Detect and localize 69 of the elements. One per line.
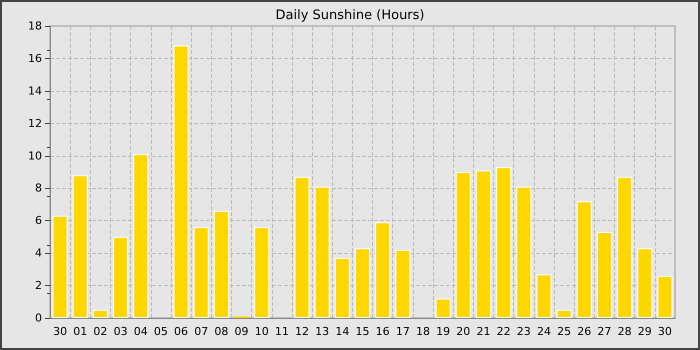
bar: [456, 172, 471, 318]
bar: [476, 170, 492, 318]
y-tick-label: 8: [35, 182, 42, 195]
y-tick-label: 12: [28, 116, 42, 130]
x-tick-label: 12: [295, 325, 310, 338]
x-tick-label: 13: [315, 325, 330, 338]
x-tick-label: 27: [597, 325, 612, 338]
bar: [354, 248, 370, 318]
x-tick-label: 05: [154, 325, 168, 338]
y-tick-label: 2: [35, 279, 42, 292]
x-tick-label: 26: [577, 325, 592, 338]
bar: [314, 186, 330, 318]
bar: [133, 154, 148, 318]
bar: [536, 274, 552, 318]
bar: [375, 222, 390, 318]
bar: [214, 210, 229, 318]
x-tick-label: 21: [476, 325, 490, 338]
bar: [294, 176, 310, 318]
y-tick-label: 18: [28, 20, 42, 32]
bar: [516, 186, 532, 318]
x-tick-label: 18: [416, 325, 430, 338]
y-tick-label: 0: [35, 312, 42, 324]
chart-title: Daily Sunshine (Hours): [276, 8, 424, 23]
x-tick-label: 15: [356, 325, 370, 338]
x-tick-label: 08: [214, 325, 228, 338]
y-tick-label: 16: [28, 52, 42, 65]
x-tick-label: 19: [436, 325, 450, 338]
y-tick-label: 4: [35, 246, 42, 260]
x-tick-label: 06: [174, 325, 188, 338]
y-tick-label: 6: [35, 214, 42, 228]
x-tick-label: 01: [73, 325, 88, 338]
bar: [92, 310, 108, 318]
bar: [395, 250, 410, 318]
x-tick-label: 23: [516, 325, 531, 338]
bar: [657, 276, 672, 318]
y-tick-label: 10: [28, 149, 42, 162]
x-tick-label: 30: [53, 325, 68, 338]
x-tick-label: 09: [234, 325, 249, 338]
x-tick-label: 29: [638, 325, 652, 338]
x-tick-label: 22: [496, 325, 511, 338]
y-tick-label: 14: [28, 84, 42, 98]
x-tick-label: 25: [557, 325, 572, 338]
bar: [617, 176, 632, 318]
bar: [596, 232, 612, 318]
bar: [173, 45, 189, 318]
x-tick-label: 17: [396, 325, 410, 338]
x-tick-label: 20: [456, 325, 470, 338]
x-tick-label: 02: [93, 325, 108, 338]
x-tick-label: 28: [618, 325, 632, 338]
bar: [194, 227, 209, 318]
x-tick-label: 14: [335, 325, 350, 338]
x-tick-label: 04: [134, 325, 148, 338]
x-tick-label: 16: [376, 325, 390, 338]
bar: [254, 227, 270, 318]
bar: [52, 216, 68, 318]
bar: [496, 167, 512, 318]
x-tick-label: 24: [536, 325, 551, 338]
bar: [637, 248, 652, 318]
x-tick-label: 03: [114, 325, 128, 338]
bar: [576, 201, 592, 318]
bar: [113, 236, 128, 318]
x-tick-label: 30: [658, 325, 672, 338]
x-tick-label: 10: [254, 325, 269, 338]
x-tick-label: 07: [194, 325, 208, 338]
bar: [72, 175, 88, 318]
bar: [334, 258, 350, 318]
bar: [556, 310, 572, 318]
bar: [436, 298, 451, 318]
x-tick-label: 11: [274, 325, 289, 338]
